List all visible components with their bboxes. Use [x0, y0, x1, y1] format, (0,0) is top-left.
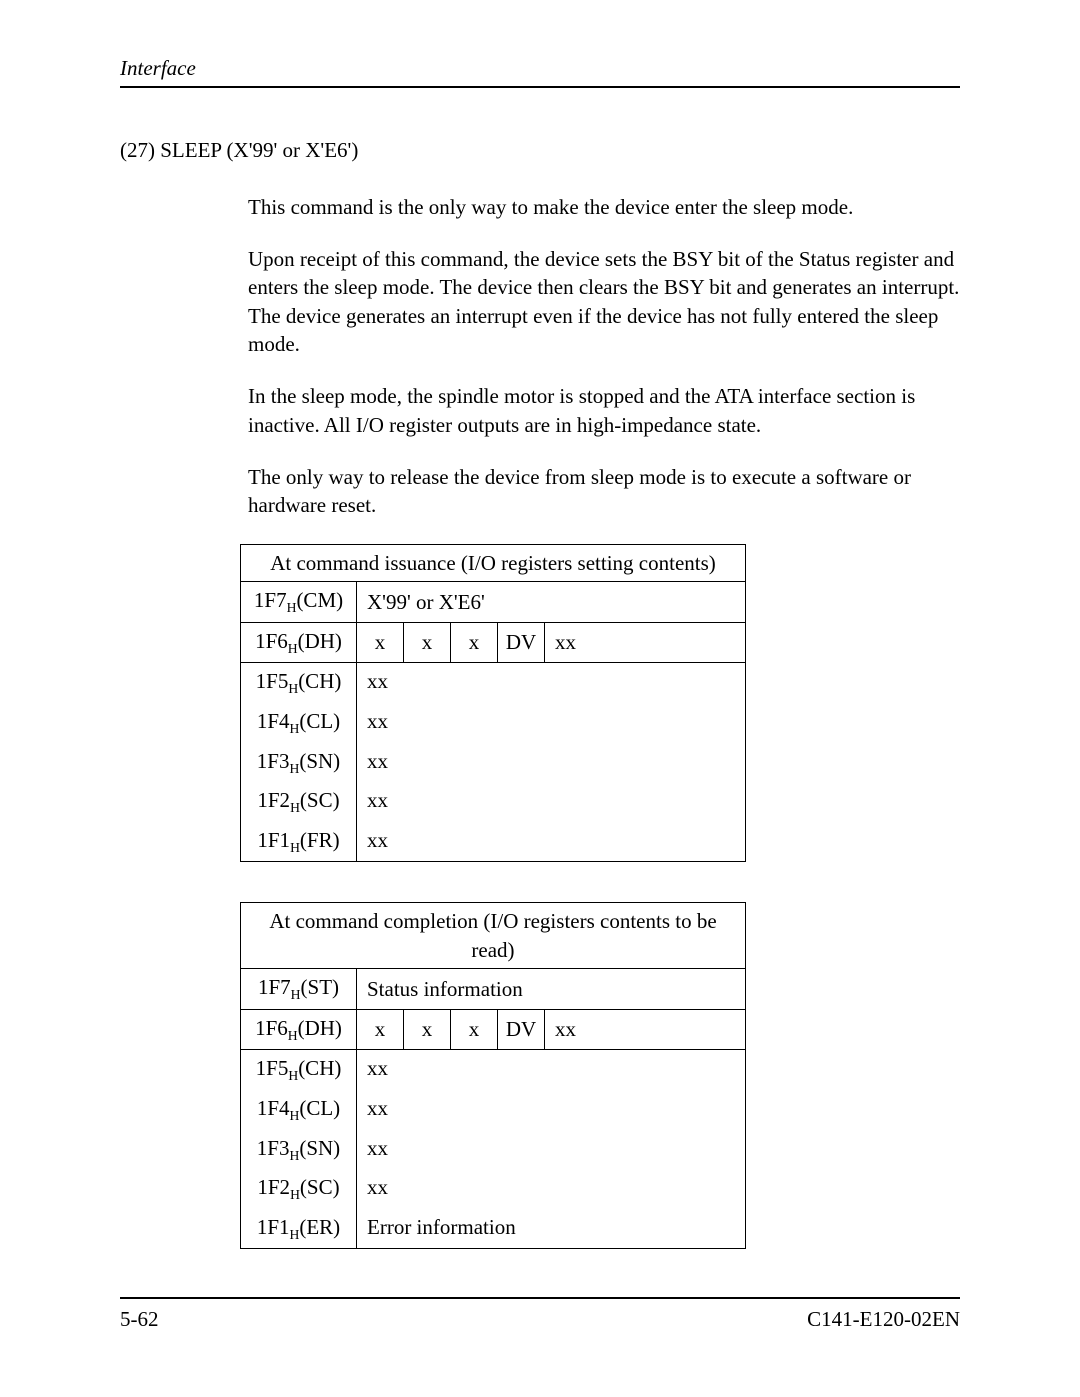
- document-id: C141-E120-02EN: [807, 1305, 960, 1333]
- paragraph: This command is the only way to make the…: [248, 193, 960, 221]
- reg-value: X'99' or X'E6': [357, 582, 746, 623]
- table-caption: At command issuance (I/O registers setti…: [241, 544, 746, 581]
- reg-row: 1F4H(CL) xx: [241, 703, 745, 743]
- page-footer: 5-62 C141-E120-02EN: [120, 1297, 960, 1333]
- reg-row: 1F3H(SN) xx: [241, 743, 745, 783]
- reg-stack: 1F5H(CH) xx 1F4H(CL) xx 1F3H(SN) xx 1F2H…: [241, 1050, 746, 1249]
- bit-cell: x: [357, 622, 404, 663]
- bit-cell: DV: [498, 1009, 545, 1050]
- body-text-block: This command is the only way to make the…: [248, 193, 960, 520]
- bit-cell: x: [404, 1009, 451, 1050]
- bit-cell: xx: [545, 622, 746, 663]
- table-caption: At command completion (I/O registers con…: [241, 903, 746, 969]
- bit-cell: x: [451, 622, 498, 663]
- bit-cell: x: [451, 1009, 498, 1050]
- footer-rule: [120, 1297, 960, 1299]
- reg-row: 1F1H(FR) xx: [241, 822, 745, 862]
- paragraph: Upon receipt of this command, the device…: [248, 245, 960, 358]
- table-command-issuance: At command issuance (I/O registers setti…: [240, 544, 746, 863]
- reg-row: 1F2H(SC) xx: [241, 1169, 745, 1209]
- reg-label: 1F6H(DH): [241, 1009, 357, 1050]
- reg-row: 1F2H(SC) xx: [241, 782, 745, 822]
- reg-stack: 1F5H(CH) xx 1F4H(CL) xx 1F3H(SN) xx 1F2H…: [241, 663, 746, 862]
- reg-row: 1F3H(SN) xx: [241, 1130, 745, 1170]
- bit-cell: x: [404, 622, 451, 663]
- reg-label: 1F6H(DH): [241, 622, 357, 663]
- section-heading: (27) SLEEP (X'99' or X'E6'): [120, 136, 960, 164]
- document-page: Interface (27) SLEEP (X'99' or X'E6') Th…: [0, 0, 1080, 1397]
- reg-row: 1F5H(CH) xx: [241, 663, 745, 703]
- header-rule: [120, 86, 960, 88]
- chapter-header: Interface: [120, 54, 960, 82]
- reg-label: 1F7H(ST): [241, 969, 357, 1010]
- reg-value: Status information: [357, 969, 746, 1010]
- page-number: 5-62: [120, 1305, 159, 1333]
- reg-row: 1F5H(CH) xx: [241, 1050, 745, 1090]
- bit-cell: DV: [498, 622, 545, 663]
- reg-label: 1F7H(CM): [241, 582, 357, 623]
- table-command-completion: At command completion (I/O registers con…: [240, 902, 746, 1249]
- reg-row: 1F4H(CL) xx: [241, 1090, 745, 1130]
- bit-cell: x: [357, 1009, 404, 1050]
- paragraph: In the sleep mode, the spindle motor is …: [248, 382, 960, 439]
- paragraph: The only way to release the device from …: [248, 463, 960, 520]
- reg-row: 1F1H(ER) Error information: [241, 1209, 745, 1249]
- bit-cell: xx: [545, 1009, 746, 1050]
